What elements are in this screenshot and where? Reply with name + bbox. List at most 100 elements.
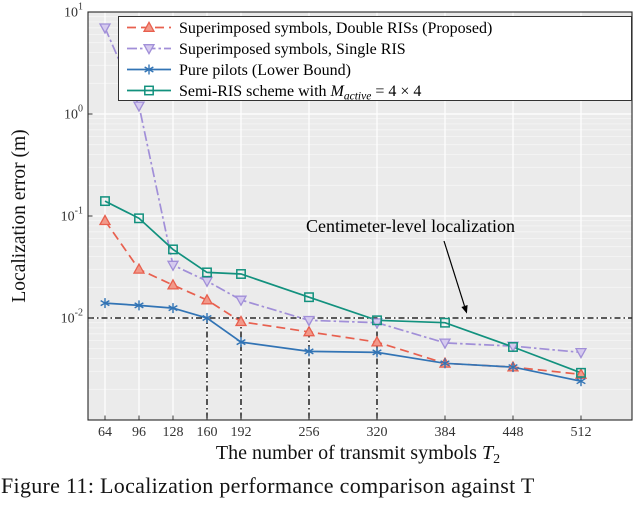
triangle-up-marker (370, 335, 384, 347)
square-marker (134, 213, 144, 224)
asterisk-marker (202, 313, 212, 323)
legend-label-part: Superimposed symbols, Single RIS (179, 41, 406, 58)
triangle-down-marker (438, 338, 452, 350)
legend-label-part: Semi-RIS scheme with (179, 83, 331, 100)
legend-label-part: M (330, 83, 346, 100)
square-marker (508, 342, 518, 352)
x-axis-label: The number of transmit symbols T2 (216, 442, 500, 467)
square-marker (440, 317, 450, 328)
asterisk-marker (508, 362, 518, 373)
legend-entry-0: Superimposed symbols, Double RISs (Propo… (127, 20, 492, 37)
triangle-down-marker (132, 101, 146, 113)
y-tick-label: 10-2 (61, 308, 83, 327)
triangle-down-marker (142, 44, 156, 56)
series-3-line (104, 200, 582, 374)
triangle-up-marker (234, 315, 248, 327)
asterisk-stroke (236, 338, 246, 346)
localization-error-chart: 64 96 128 160 192 256 320 384 448 51210110010-110… (9, 2, 633, 467)
asterisk-stroke (372, 349, 382, 356)
asterisk-stroke (100, 299, 110, 307)
x-axis-label-subscript: 2 (493, 452, 500, 467)
figure-caption: Figure 11: Localization performance comp… (1, 473, 535, 498)
triangle-up-marker (166, 278, 180, 290)
y-tick-base: 10 (61, 210, 75, 225)
asterisk-marker (144, 64, 154, 75)
square-marker (168, 244, 178, 255)
square-marker (576, 367, 586, 378)
legend-label-part: Superimposed symbols, Double RISs (Propo… (179, 20, 492, 37)
asterisk-marker (576, 376, 586, 387)
plot-root: 64 96 128 160 192 256 320 384 448 51210110010-110… (61, 2, 633, 440)
y-tick-label: 10-1 (61, 206, 83, 225)
triangle-down-marker (574, 347, 588, 359)
annotation: Centimeter-level localization (306, 216, 515, 314)
y-tick-exponent: -2 (75, 308, 83, 319)
legend-entry-2: Pure pilots (Lower Bound) (127, 62, 351, 79)
y-tick-base: 10 (64, 6, 78, 21)
triangle-down-marker (98, 23, 112, 35)
asterisk-stroke (144, 66, 154, 73)
series-2-line (104, 302, 582, 383)
x-tick-label: 448 (503, 425, 524, 440)
asterisk-marker (168, 303, 178, 314)
annotation-text: Centimeter-level localization (306, 216, 515, 236)
annotation-arrow-line (443, 240, 466, 307)
x-tick-label: 320 (367, 425, 388, 440)
y-axis-label: Localization error (m) (9, 129, 30, 302)
legend-label-part: Pure pilots (Lower Bound) (179, 62, 351, 79)
triangle-up-marker (98, 214, 112, 226)
asterisk-stroke (508, 363, 518, 371)
series-3-markers (100, 196, 586, 378)
legend-label: Superimposed symbols, Double RISs (Propo… (179, 20, 492, 37)
x-tick-label: 64 (98, 425, 112, 440)
triangle-up-marker (302, 325, 316, 337)
x-tick-label: 192 (231, 425, 252, 440)
square-marker (304, 292, 314, 303)
series-0-line (104, 220, 582, 376)
x-tick-label: 512 (571, 425, 592, 440)
y-tick-exponent: -1 (75, 206, 83, 217)
asterisk-marker (100, 298, 110, 309)
triangle-up-marker (200, 293, 214, 305)
legend-entry-1: Superimposed symbols, Single RIS (127, 41, 406, 58)
x-axis-label-text: The number of transmit symbols (216, 442, 482, 464)
legend-label: Superimposed symbols, Single RIS (179, 41, 406, 58)
square-marker (202, 267, 212, 278)
square-marker (372, 315, 382, 326)
square-marker (100, 196, 110, 207)
y-tick-label: 100 (64, 104, 83, 123)
series-1-line (104, 27, 582, 354)
legend-label: Pure pilots (Lower Bound) (179, 62, 351, 79)
y-tick-exponent: 0 (78, 104, 83, 115)
legend-entry-3: Semi-RIS scheme with Mactive = 4 × 4 (127, 83, 421, 103)
triangle-down-marker (370, 318, 384, 330)
x-tick-label: 96 (132, 425, 146, 440)
square-marker (144, 85, 154, 96)
asterisk-marker (134, 300, 144, 311)
asterisk-stroke (576, 378, 586, 385)
legend-label: Semi-RIS scheme with Mactive = 4 × 4 (179, 83, 421, 103)
triangle-up-marker (142, 20, 156, 32)
triangle-down-marker (302, 315, 316, 327)
x-tick-label: 128 (163, 425, 184, 440)
tick-marks (88, 11, 582, 420)
asterisk-stroke (202, 314, 212, 322)
legend-label-part: active (344, 91, 371, 103)
triangle-down-marker (166, 260, 180, 272)
y-tick-label: 101 (64, 2, 83, 21)
asterisk-marker (372, 347, 382, 358)
legend-box (118, 16, 632, 101)
x-tick-label: 160 (197, 425, 218, 440)
x-tick-label: 256 (299, 425, 320, 440)
legend-label-part: = 4 × 4 (371, 83, 421, 100)
x-axis-label-symbol: T (482, 442, 495, 464)
square-marker (236, 269, 246, 279)
legend: Superimposed symbols, Double RISs (Propo… (118, 16, 632, 103)
asterisk-marker (236, 337, 246, 348)
asterisk-marker (304, 346, 314, 357)
y-tick-base: 10 (61, 312, 75, 327)
asterisk-stroke (168, 304, 178, 312)
triangle-up-marker (132, 262, 146, 274)
series-2-markers (100, 298, 586, 387)
